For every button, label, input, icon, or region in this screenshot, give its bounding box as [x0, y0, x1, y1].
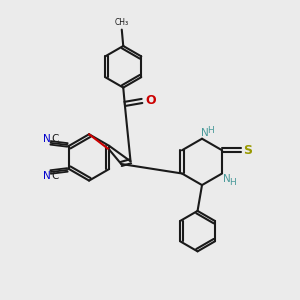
Text: C: C: [51, 134, 58, 144]
Text: CH₃: CH₃: [115, 18, 129, 27]
Text: H: H: [207, 126, 214, 135]
Text: O: O: [145, 94, 156, 107]
Text: H: H: [229, 178, 236, 187]
Text: S: S: [244, 144, 253, 157]
Text: N: N: [223, 174, 230, 184]
Text: C: C: [51, 171, 58, 181]
Text: N: N: [43, 171, 51, 181]
Text: N: N: [200, 128, 208, 138]
Text: N: N: [43, 134, 51, 144]
